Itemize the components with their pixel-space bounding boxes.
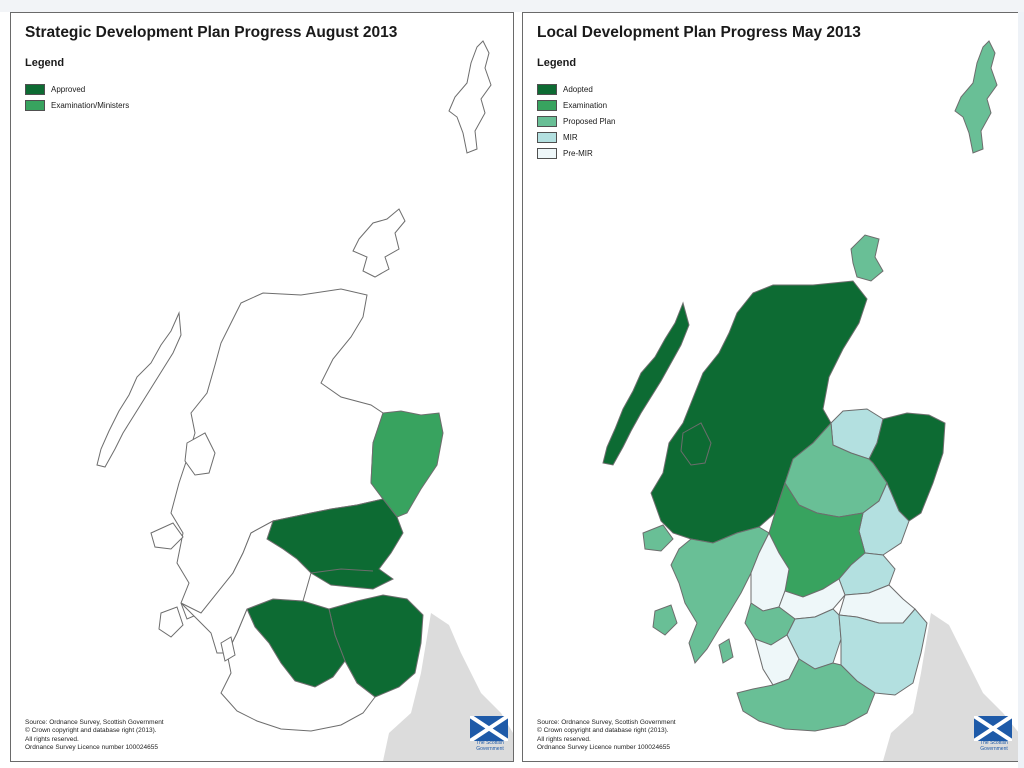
logo-text-line: The Scottish (476, 740, 504, 746)
region-argyll-proposed-plan (670, 526, 770, 665)
legend-item-mir: MIR (537, 129, 615, 145)
legend-item-proposed-plan: Proposed Plan (537, 113, 615, 129)
source-line: Ordnance Survey Licence number 100024655 (537, 743, 670, 751)
source-line: Source: Ordnance Survey, Scottish Govern… (25, 719, 164, 726)
mainland-south (220, 607, 376, 732)
source-line: © Crown copyright and database right (20… (537, 727, 669, 735)
legend-label: Examination/Ministers (51, 100, 130, 110)
source-attribution: Source: Ordnance Survey, Scottish Govern… (537, 719, 676, 752)
legend-title: Legend (537, 57, 577, 69)
legend-swatch-examination (537, 99, 557, 111)
legend-label: Adopted (563, 84, 593, 94)
legend-swatch-adopted (537, 83, 557, 95)
scottish-government-logo: The Scottish Government (974, 716, 1014, 752)
legend-swatch-proposed-plan (537, 115, 557, 127)
source-line: Ordnance Survey Licence number 100024655 (25, 743, 158, 751)
legend: Approved Examination/Ministers (25, 81, 129, 113)
orkney (352, 208, 406, 278)
island-mull-proposed-plan (642, 524, 674, 552)
island-islay (158, 606, 184, 638)
legend-label: Proposed Plan (563, 116, 616, 126)
local-plan-map (602, 40, 1019, 761)
source-line: All rights reserved. (537, 735, 591, 743)
legend-swatch-mir (537, 131, 557, 143)
legend-label: Approved (51, 84, 86, 94)
source-line: © Crown copyright and database right (20… (25, 727, 157, 735)
island-skye-adopted (680, 422, 712, 466)
legend-item-approved: Approved (25, 81, 129, 97)
source-line: Source: Ordnance Survey, Scottish Govern… (537, 719, 676, 726)
legend-item-pre-mir: Pre-MIR (537, 145, 615, 161)
map-title: Strategic Development Plan Progress Augu… (25, 24, 398, 41)
island-arran (220, 636, 236, 662)
window-right-strip (1018, 12, 1024, 768)
island-skye (184, 432, 216, 476)
legend-item-examination-ministers: Examination/Ministers (25, 97, 129, 113)
logo-text-line: The Scottish (980, 740, 1008, 746)
western-isles-adopted (602, 301, 690, 466)
logo-text-line: Government (476, 745, 504, 752)
scottish-government-logo: The Scottish Government (470, 716, 510, 752)
argyll-coast (180, 519, 312, 654)
region-aberdeen-examination (370, 410, 444, 518)
island-mull (150, 522, 184, 550)
legend-label: Pre-MIR (563, 148, 593, 158)
strategic-plan-map-panel: Strategic Development Plan Progress Augu… (10, 12, 514, 762)
legend-title: Legend (25, 57, 65, 69)
saltire-flag-icon (470, 716, 508, 741)
shetland (448, 40, 492, 154)
source-line: All rights reserved. (25, 735, 79, 743)
region-dumfries-proposed-plan (736, 658, 876, 732)
source-attribution: Source: Ordnance Survey, Scottish Govern… (25, 719, 164, 752)
orkney-proposed-plan (850, 234, 884, 282)
legend-item-examination: Examination (537, 97, 615, 113)
island-islay-proposed-plan (652, 604, 678, 636)
legend: Adopted Examination Proposed Plan MIR Pr… (537, 81, 615, 161)
logo-text-line: Government (980, 745, 1008, 752)
island-arran-proposed-plan (718, 638, 734, 664)
western-isles (96, 311, 182, 468)
local-plan-map-panel: Local Development Plan Progress May 2013… (522, 12, 1020, 762)
shetland-proposed-plan (954, 40, 998, 154)
window-top-strip (0, 0, 1024, 12)
legend-swatch-examination-ministers (25, 99, 45, 111)
tay-estuary (310, 568, 374, 574)
legend-item-adopted: Adopted (537, 81, 615, 97)
map-title: Local Development Plan Progress May 2013 (537, 24, 861, 41)
legend-swatch-approved (25, 83, 45, 95)
legend-swatch-pre-mir (537, 147, 557, 159)
saltire-flag-icon (974, 716, 1012, 741)
legend-label: MIR (563, 132, 578, 142)
legend-label: Examination (563, 100, 608, 110)
strategic-plan-map (96, 40, 513, 761)
